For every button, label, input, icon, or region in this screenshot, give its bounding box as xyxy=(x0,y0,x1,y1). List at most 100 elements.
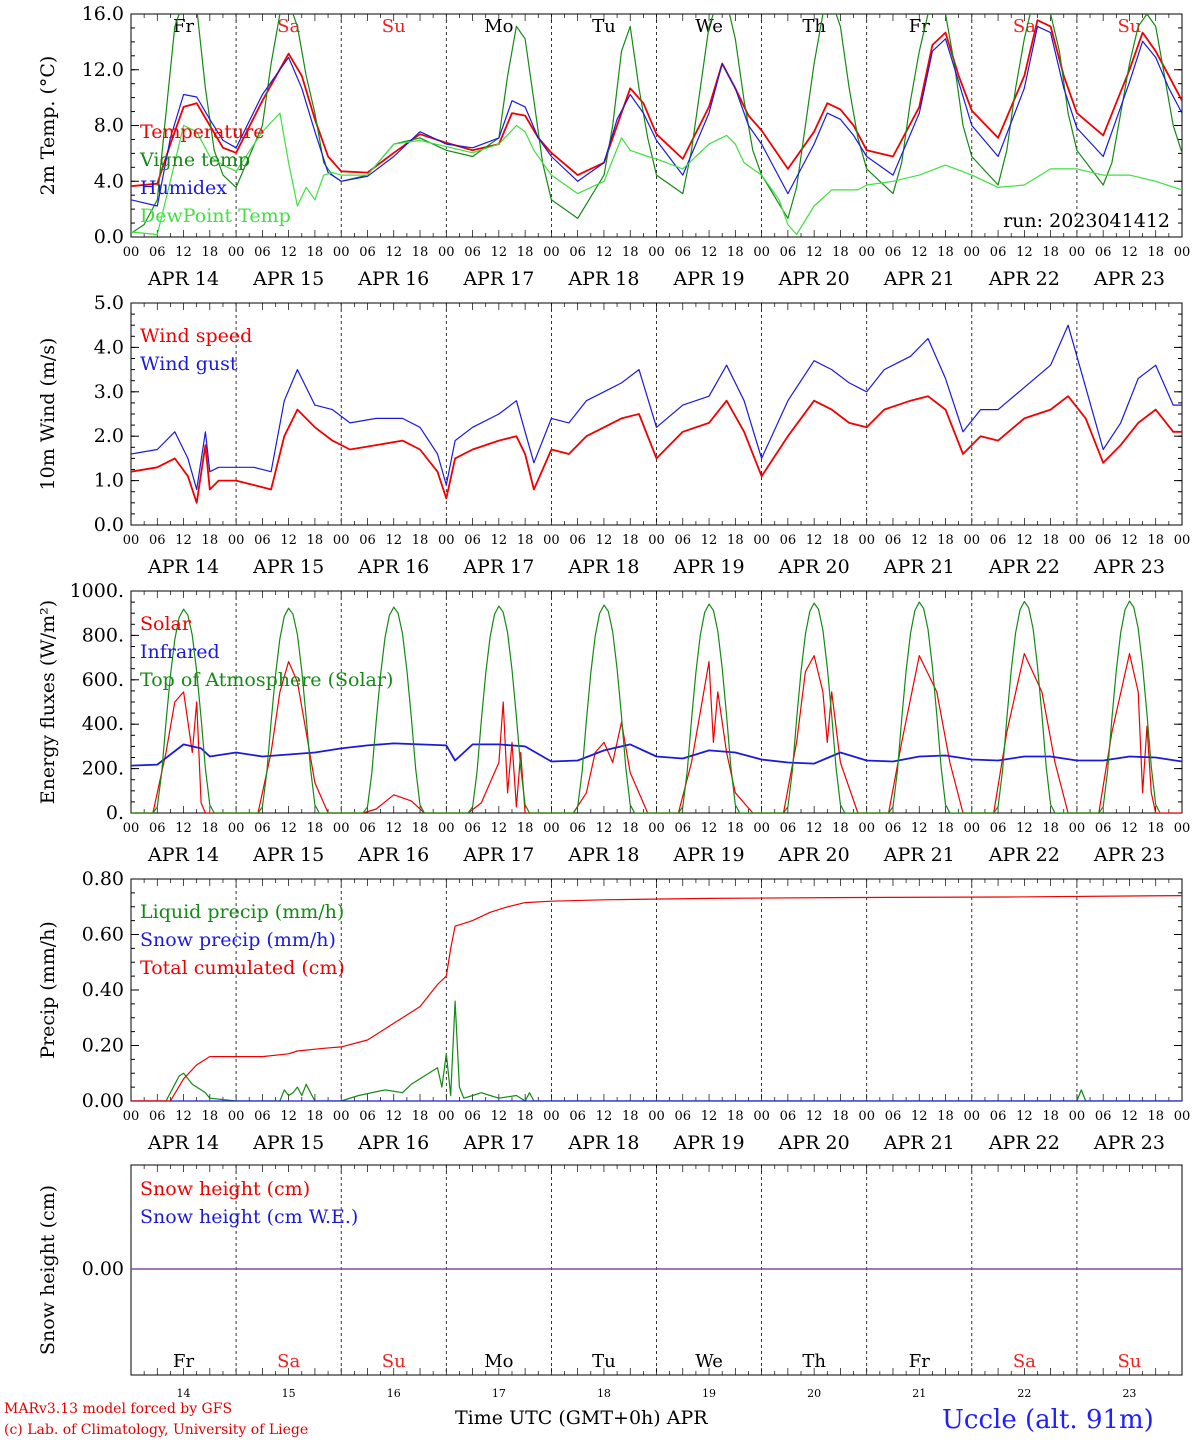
hour-label: 12 xyxy=(280,1109,297,1124)
day-label: APR 16 xyxy=(357,268,429,290)
series-line-liquid-precip-mm-h xyxy=(131,1000,1182,1101)
day-label: APR 22 xyxy=(988,1132,1060,1154)
hour-label: 12 xyxy=(175,245,192,260)
hour-label: 12 xyxy=(911,821,928,836)
hour-label: 00 xyxy=(228,1109,245,1124)
y-tick-label: 0.20 xyxy=(82,1035,124,1057)
hour-label: 12 xyxy=(1016,1109,1033,1124)
weekday-label: Su xyxy=(1117,1351,1141,1372)
hour-label: 18 xyxy=(517,1109,534,1124)
day-number: 23 xyxy=(1122,1387,1136,1400)
weekday-label: Th xyxy=(802,1351,826,1372)
hour-label: 18 xyxy=(412,533,429,548)
day-label: APR 17 xyxy=(462,1132,534,1154)
hour-label: 12 xyxy=(385,533,402,548)
day-label: APR 20 xyxy=(778,844,850,866)
hour-label: 06 xyxy=(464,245,481,260)
hour-label: 06 xyxy=(780,533,797,548)
legend-entry: Vigne temp xyxy=(139,149,250,171)
y-tick-label: 1000. xyxy=(70,580,124,602)
hour-label: 18 xyxy=(517,821,534,836)
day-label: APR 19 xyxy=(673,1132,745,1154)
hour-label: 00 xyxy=(1069,245,1086,260)
hour-label: 00 xyxy=(438,821,455,836)
hour-label: 18 xyxy=(727,245,744,260)
panel-wind: 0.0 1.0 2.0 3.0 4.0 5.0 10m Wind (m/s) 00 06 12 18… xyxy=(37,292,1190,578)
hour-label: 00 xyxy=(333,821,350,836)
hour-label: 12 xyxy=(175,533,192,548)
hour-label: 12 xyxy=(280,533,297,548)
day-label: APR 16 xyxy=(357,844,429,866)
hour-label: 12 xyxy=(491,245,508,260)
legend-entry: Humidex xyxy=(140,177,227,199)
hour-label: 18 xyxy=(517,533,534,548)
hour-label: 18 xyxy=(937,1109,954,1124)
y-tick-label: 0.0 xyxy=(94,226,124,248)
hour-label: 06 xyxy=(254,821,271,836)
lab-credit: (c) Lab. of Climatology, University of L… xyxy=(4,1422,308,1438)
hour-label: 00 xyxy=(1069,1109,1086,1124)
hour-label: 00 xyxy=(753,245,770,260)
day-label: APR 21 xyxy=(883,268,955,290)
y-tick-label: 2.0 xyxy=(94,425,124,447)
hour-label: 06 xyxy=(254,1109,271,1124)
day-label: APR 21 xyxy=(883,1132,955,1154)
hour-label: 06 xyxy=(149,533,166,548)
station-name: Uccle (alt. 91m) xyxy=(942,1405,1154,1435)
weekday-label: Th xyxy=(802,16,826,37)
day-label: APR 19 xyxy=(673,556,745,578)
hour-label: 12 xyxy=(1121,533,1138,548)
series-line-wind-speed xyxy=(131,395,1182,504)
hour-label: 18 xyxy=(307,533,324,548)
hour-label: 00 xyxy=(1174,533,1191,548)
hour-label: 00 xyxy=(964,821,981,836)
hour-label: 00 xyxy=(858,1109,875,1124)
series-line-temperature xyxy=(131,19,1182,188)
day-number: 18 xyxy=(597,1387,611,1400)
hour-label: 12 xyxy=(1121,1109,1138,1124)
hour-label: 12 xyxy=(385,245,402,260)
y-tick-label: 400. xyxy=(82,713,124,735)
series-group xyxy=(131,324,1182,504)
weekday-label: Tu xyxy=(592,1351,616,1372)
y-tick-label: 8.0 xyxy=(94,115,124,137)
hour-label: 18 xyxy=(307,821,324,836)
weekday-label: Mo xyxy=(484,1351,513,1372)
hour-label: 06 xyxy=(990,1109,1007,1124)
hour-label: 06 xyxy=(780,245,797,260)
hour-label: 06 xyxy=(885,245,902,260)
hour-label: 00 xyxy=(753,821,770,836)
hour-label: 06 xyxy=(1095,245,1112,260)
hour-label: 18 xyxy=(832,533,849,548)
hour-label: 12 xyxy=(806,1109,823,1124)
series-line-solar xyxy=(131,653,1182,813)
hour-label: 12 xyxy=(1016,245,1033,260)
hour-label: 00 xyxy=(964,245,981,260)
hour-label: 18 xyxy=(937,245,954,260)
model-credit: MARv3.13 model forced by GFS xyxy=(4,1401,232,1417)
hour-label: 06 xyxy=(254,245,271,260)
y-tick-label: 600. xyxy=(82,669,124,691)
hour-label: 06 xyxy=(569,1109,586,1124)
hour-label: 18 xyxy=(1147,821,1164,836)
y-tick-label: 0.0 xyxy=(94,514,124,536)
hour-label: 18 xyxy=(307,245,324,260)
hour-label: 06 xyxy=(675,1109,692,1124)
day-label: APR 23 xyxy=(1093,268,1165,290)
hour-label: 00 xyxy=(964,533,981,548)
weekday-label: Sa xyxy=(1013,16,1036,37)
weekday-label: Su xyxy=(1117,16,1141,37)
day-label: APR 15 xyxy=(252,556,324,578)
series-line-infrared xyxy=(131,742,1182,767)
hour-label: 12 xyxy=(1121,245,1138,260)
hour-label: 00 xyxy=(1069,533,1086,548)
panel-precip: 0.00 0.20 0.40 0.60 0.80 Precip (mm/h) 00 06 12 1… xyxy=(37,868,1190,1154)
day-number: 21 xyxy=(912,1387,926,1400)
hour-label: 00 xyxy=(648,533,665,548)
y-axis-label: 2m Temp. (°C) xyxy=(37,56,59,196)
hour-label: 18 xyxy=(832,821,849,836)
hour-label: 12 xyxy=(1121,821,1138,836)
y-tick-label: 0. xyxy=(106,802,124,824)
hour-label: 18 xyxy=(202,533,219,548)
